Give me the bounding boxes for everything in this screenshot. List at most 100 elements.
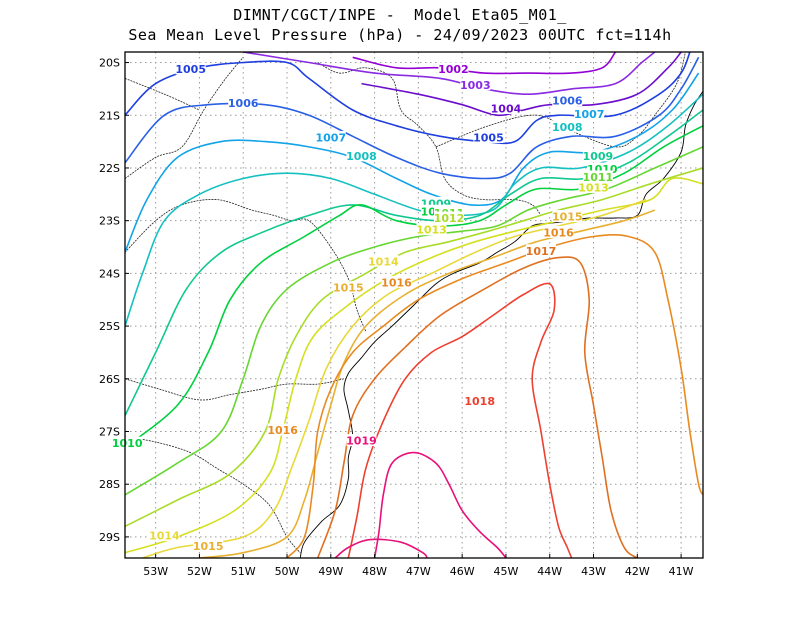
isobar-labels: 1005100610071008100210031004100510061007… bbox=[112, 62, 618, 553]
isobar-1011 bbox=[125, 146, 703, 496]
isobar-label-bg bbox=[346, 149, 377, 162]
isobar-label-bg bbox=[333, 281, 364, 294]
chart-title-line1: DIMNT/CGCT/INPE - Model Eta05_M01_ bbox=[233, 6, 567, 24]
map-border bbox=[124, 51, 704, 559]
isobar-label: 1018 bbox=[464, 395, 495, 408]
isobar-1019 bbox=[373, 451, 507, 558]
isobar-label: 1005 bbox=[473, 131, 504, 144]
x-tick-label: 44W bbox=[537, 565, 562, 578]
y-tick-label: 25S bbox=[99, 320, 120, 333]
isobar-label-bg bbox=[193, 539, 224, 552]
isobar-label: 1016 bbox=[267, 424, 298, 437]
state-border bbox=[125, 57, 244, 179]
isobar-label-bg bbox=[228, 96, 259, 109]
isobar-label: 1019 bbox=[346, 435, 377, 448]
isobar-label: 1016 bbox=[543, 226, 574, 239]
y-tick-label: 20S bbox=[99, 57, 120, 70]
isobar-label: 1012 bbox=[434, 212, 465, 225]
y-tick-label: 29S bbox=[99, 531, 120, 544]
isobar-label: 1014 bbox=[368, 255, 399, 268]
isobar-label-bg bbox=[346, 434, 377, 447]
isobar-label-bg bbox=[416, 223, 447, 236]
state-border bbox=[125, 436, 301, 553]
isobar-label-bg bbox=[460, 78, 491, 91]
y-axis-ticks: 20S 21S 22S 23S 24S 25S 26S 27S 28S 29S bbox=[99, 57, 129, 544]
isobar-label: 1013 bbox=[416, 224, 447, 237]
isobar-1003 bbox=[243, 52, 656, 96]
isobar-1019 bbox=[334, 538, 428, 558]
isobar-label: 1017 bbox=[526, 245, 557, 258]
isobar-label-bg bbox=[552, 94, 583, 107]
y-tick-label: 27S bbox=[99, 426, 120, 439]
isobar-1016 bbox=[286, 234, 703, 558]
isobar-label: 1006 bbox=[552, 95, 583, 108]
x-tick-label: 50W bbox=[275, 565, 300, 578]
x-tick-label: 46W bbox=[450, 565, 475, 578]
isobar-label: 1015 bbox=[333, 282, 364, 295]
isobar-label-bg bbox=[267, 423, 298, 436]
x-tick-label: 48W bbox=[362, 565, 387, 578]
isobar-label: 1004 bbox=[491, 102, 522, 115]
isobar-label: 1016 bbox=[381, 276, 412, 289]
x-tick-label: 52W bbox=[187, 565, 212, 578]
isobar-label-bg bbox=[149, 528, 180, 541]
state-border bbox=[125, 378, 344, 401]
isobar-label: 1011 bbox=[583, 171, 614, 184]
isobar-label: 1006 bbox=[228, 97, 259, 110]
isobar-label: 1015 bbox=[193, 540, 224, 553]
isobar-label: 1008 bbox=[552, 121, 583, 134]
isobar-label-bg bbox=[438, 62, 469, 75]
isobar-1004 bbox=[361, 52, 682, 117]
state-border bbox=[435, 52, 686, 148]
y-tick-label: 22S bbox=[99, 162, 120, 175]
isobar-label-bg bbox=[315, 130, 346, 143]
x-tick-label: 45W bbox=[494, 565, 519, 578]
isobar-label-bg bbox=[582, 149, 613, 162]
y-tick-label: 26S bbox=[99, 373, 120, 386]
isobar-1017 bbox=[316, 256, 638, 558]
isobar-label-bg bbox=[175, 62, 206, 75]
isobar-1018 bbox=[347, 282, 573, 558]
isobar-label-bg bbox=[381, 275, 412, 288]
x-axis-ticks: 53W 52W 51W 50W 49W 48W 47W 46W 45W 44W 43W 42W 41W bbox=[143, 554, 694, 578]
isobar-label-bg bbox=[490, 101, 521, 114]
y-tick-label: 21S bbox=[99, 109, 120, 122]
isobar-label: 1003 bbox=[460, 79, 491, 92]
x-tick-label: 42W bbox=[625, 565, 650, 578]
isobar-label-bg bbox=[434, 211, 465, 224]
y-tick-label: 24S bbox=[99, 267, 120, 280]
isobar-label-bg bbox=[552, 120, 583, 133]
isobar-label-bg bbox=[543, 225, 574, 238]
chart-title-line2: Sea Mean Level Pressure (hPa) - 24/09/20… bbox=[128, 26, 672, 44]
y-tick-label: 28S bbox=[99, 478, 120, 491]
isobar-label: 1008 bbox=[346, 150, 377, 163]
isobar-label-bg bbox=[578, 181, 609, 194]
x-tick-label: 47W bbox=[406, 565, 431, 578]
isobar-label-bg bbox=[574, 107, 605, 120]
isobar-label: 1014 bbox=[149, 529, 180, 542]
x-tick-label: 41W bbox=[669, 565, 694, 578]
isobar-label: 1015 bbox=[552, 211, 583, 224]
isobar-label-bg bbox=[464, 394, 495, 407]
isobar-label-bg bbox=[582, 170, 613, 183]
isobar-label-bg bbox=[473, 130, 504, 143]
isobar-1002 bbox=[352, 52, 617, 75]
x-tick-label: 43W bbox=[581, 565, 606, 578]
isobar-label: 1007 bbox=[315, 131, 346, 144]
isobar-1005 bbox=[125, 52, 691, 145]
isobar-label: 1005 bbox=[175, 63, 206, 76]
isobar-1007 bbox=[125, 72, 700, 253]
x-tick-label: 49W bbox=[318, 565, 343, 578]
isobar-label-bg bbox=[368, 254, 399, 267]
isobar-label-bg bbox=[552, 210, 583, 223]
isobar-label: 1002 bbox=[438, 63, 469, 76]
isobar-label: 1013 bbox=[578, 182, 609, 195]
isobar-label: 1010 bbox=[112, 437, 143, 450]
x-tick-label: 51W bbox=[231, 565, 256, 578]
isobar-label-bg bbox=[112, 436, 143, 449]
isobar-label: 1009 bbox=[583, 150, 614, 163]
isobar-label-bg bbox=[525, 244, 556, 257]
isobar-label: 1007 bbox=[574, 108, 605, 121]
y-tick-label: 23S bbox=[99, 215, 120, 228]
